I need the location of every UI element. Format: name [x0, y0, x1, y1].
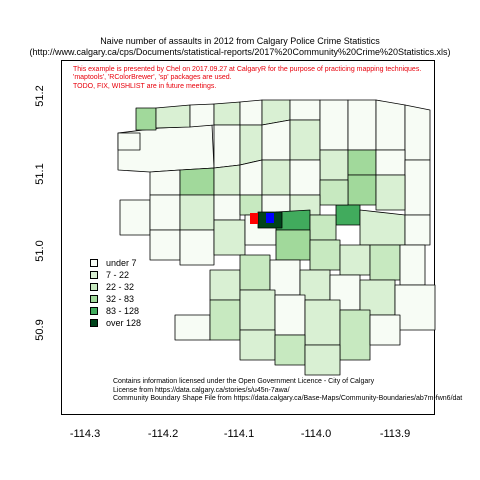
- community-area: [239, 289, 276, 331]
- community-area: [174, 314, 211, 341]
- community-area: [319, 179, 349, 206]
- community-area: [304, 344, 341, 376]
- red-marker: [250, 213, 258, 224]
- community-area: [274, 334, 306, 366]
- legend-swatch: [90, 295, 98, 303]
- community-area: [347, 149, 377, 176]
- community-area: [261, 119, 291, 161]
- legend-label: 22 - 32: [106, 282, 135, 292]
- note-line-2: 'maptools', 'RColorBrewer', 'sp' package…: [73, 74, 232, 81]
- community-area: [309, 239, 341, 271]
- map-title-line1: Naive number of assaults in 2012 from Ca…: [100, 36, 380, 46]
- community-area: [149, 229, 181, 261]
- community-area: [149, 194, 181, 231]
- community-area: [239, 254, 271, 291]
- license-line-1: Contains information licensed under the …: [113, 378, 375, 385]
- community-area: [261, 159, 291, 196]
- legend-label: 32 - 83: [106, 294, 135, 304]
- community-area: [213, 124, 241, 169]
- community-area: [375, 99, 406, 151]
- community-area: [274, 294, 306, 336]
- community-area: [404, 104, 431, 161]
- legend-swatch: [90, 259, 98, 267]
- community-area: [339, 244, 371, 276]
- community-area: [404, 159, 431, 216]
- community-area: [117, 132, 141, 151]
- community-area: [369, 314, 401, 346]
- blue-marker: [266, 213, 274, 223]
- license-line-2: License from https://data.calgary.ca/sto…: [113, 387, 290, 394]
- legend-label: under 7: [106, 258, 137, 268]
- community-area: [375, 174, 406, 211]
- community-area: [289, 159, 321, 196]
- x-tick-label: -114.3: [69, 428, 101, 440]
- community-area: [149, 169, 181, 196]
- community-area: [404, 214, 431, 246]
- community-area: [369, 244, 401, 281]
- x-tick-label: -114.1: [223, 428, 255, 440]
- community-area: [189, 103, 215, 128]
- plot-frame: [61, 60, 435, 415]
- y-tick-label: 51.0: [34, 240, 46, 262]
- legend-label: 83 - 128: [106, 306, 140, 316]
- x-tick-label: -114.2: [147, 428, 179, 440]
- community-area: [179, 194, 215, 231]
- community-area: [339, 309, 371, 361]
- community-area: [239, 159, 263, 196]
- community-area: [179, 167, 215, 196]
- community-area: [213, 194, 241, 221]
- legend-swatch: [90, 319, 98, 327]
- community-area: [335, 204, 361, 226]
- community-area: [399, 244, 426, 286]
- community-area: [213, 101, 241, 126]
- x-tick-label: -113.9: [379, 428, 411, 440]
- community-area: [119, 199, 151, 236]
- community-area: [319, 149, 349, 181]
- community-area: [289, 119, 321, 161]
- map-title-line2: (http://www.calgary.ca/cps/Documents/sta…: [29, 47, 451, 57]
- community-area: [239, 329, 276, 361]
- legend-swatch: [90, 271, 98, 279]
- community-area: [209, 269, 241, 301]
- community-area: [347, 99, 377, 151]
- community-area: [155, 104, 191, 129]
- community-area: [213, 219, 246, 256]
- community-area: [239, 124, 263, 166]
- y-tick-label: 51.1: [34, 163, 46, 185]
- community-area: [347, 174, 377, 206]
- x-tick-label: -114.0: [300, 428, 332, 440]
- y-tick-label: 50.9: [34, 319, 46, 341]
- community-area: [304, 299, 341, 346]
- legend-swatch: [90, 283, 98, 291]
- community-area: [213, 164, 241, 196]
- community-area: [289, 99, 321, 121]
- community-area: [179, 229, 215, 266]
- community-area: [275, 229, 311, 261]
- note-line-1: This example is presented by Chel on 201…: [73, 66, 422, 73]
- community-area: [394, 284, 436, 331]
- y-tick-label: 51.2: [34, 85, 46, 107]
- legend-label: over 128: [106, 318, 142, 328]
- community-area: [239, 99, 263, 126]
- community-area: [309, 214, 337, 241]
- community-area: [359, 209, 406, 246]
- community-area: [209, 299, 241, 341]
- community-area: [375, 149, 406, 176]
- license-line-3: Community Boundary Shape File from https…: [113, 395, 463, 402]
- note-line-3: TODO, FIX, WISHLIST are in future meetin…: [73, 83, 217, 90]
- community-area: [135, 107, 157, 131]
- legend-swatch: [90, 307, 98, 315]
- legend-label: 7 - 22: [106, 270, 130, 280]
- community-area: [319, 99, 349, 151]
